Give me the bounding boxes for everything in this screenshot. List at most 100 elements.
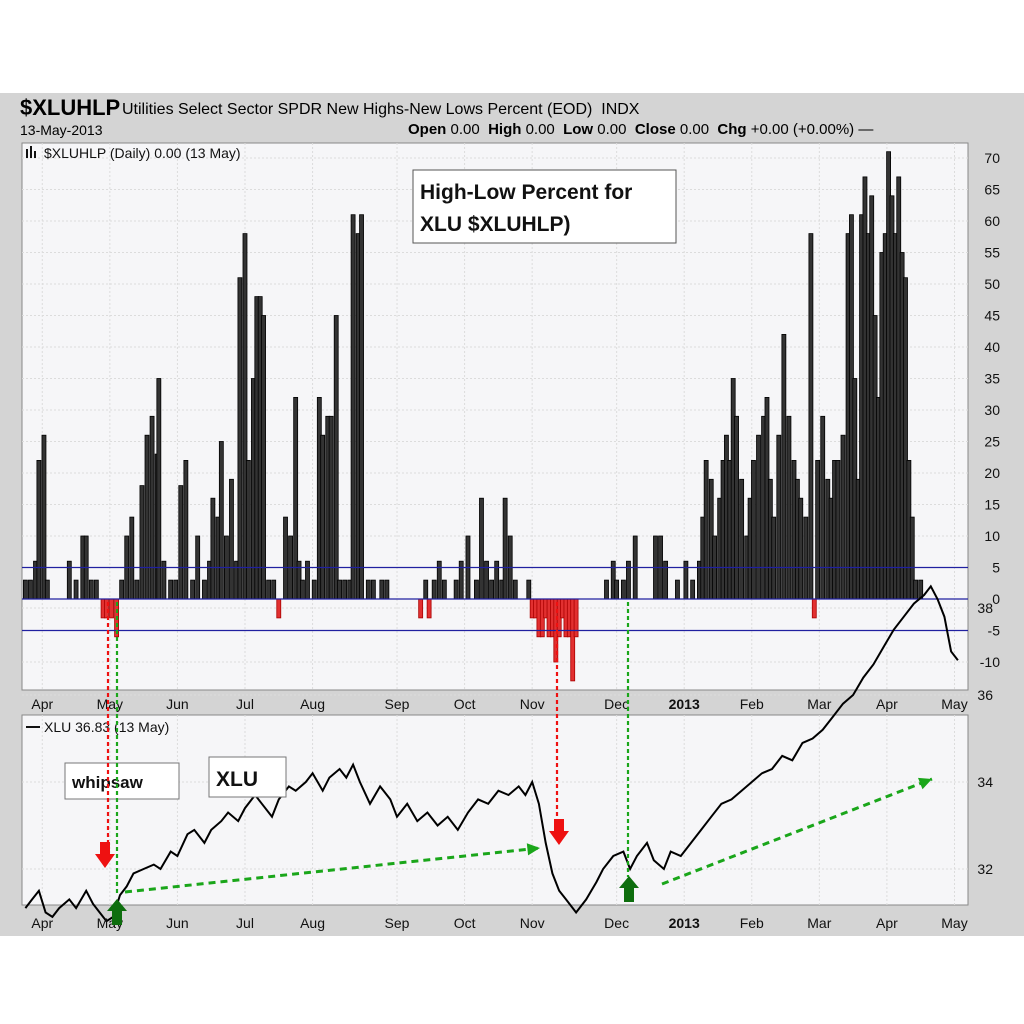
whipsaw-box bbox=[64, 762, 180, 800]
bar bbox=[183, 459, 189, 600]
bar bbox=[88, 579, 94, 600]
y-tick-label: 34 bbox=[977, 774, 993, 790]
axes: 7065605550454035302520151050-5-103836343… bbox=[31, 150, 1000, 931]
bar bbox=[734, 415, 739, 600]
x-tick-label: Sep bbox=[385, 915, 410, 931]
bar bbox=[365, 579, 371, 600]
bar bbox=[418, 598, 424, 619]
bar bbox=[811, 598, 817, 619]
bar bbox=[835, 459, 841, 600]
chart-date: 13-May-2013 bbox=[20, 122, 103, 138]
low-label: Low bbox=[563, 121, 594, 138]
y-tick-label: 60 bbox=[984, 213, 1000, 229]
bar bbox=[620, 579, 626, 600]
x-tick-label: Feb bbox=[740, 696, 764, 712]
bar bbox=[690, 579, 696, 600]
x-tick-label: Apr bbox=[876, 915, 898, 931]
bar bbox=[820, 415, 826, 600]
bar bbox=[776, 434, 782, 600]
green-up-arrow-icon bbox=[619, 876, 639, 902]
annotation-box bbox=[412, 169, 677, 244]
y-tick-label: -10 bbox=[980, 654, 1000, 670]
bar bbox=[526, 579, 532, 600]
price-line bbox=[24, 584, 959, 923]
bar bbox=[134, 579, 140, 600]
bar bbox=[512, 579, 518, 600]
y-tick-label: 32 bbox=[977, 861, 993, 877]
bar bbox=[379, 579, 385, 600]
bar bbox=[202, 579, 207, 600]
bar-chart-icon bbox=[26, 149, 28, 158]
y-tick-label: 65 bbox=[984, 182, 1000, 198]
x-tick-label: Aug bbox=[300, 915, 325, 931]
high-label: High bbox=[488, 121, 522, 138]
y-tick-label: 20 bbox=[984, 465, 1000, 481]
y-tick-label: 55 bbox=[984, 245, 1000, 261]
bar bbox=[144, 434, 150, 600]
bar bbox=[426, 598, 432, 619]
trend-arrow bbox=[661, 777, 933, 886]
bar bbox=[271, 579, 277, 600]
bar bbox=[28, 579, 33, 600]
annotations: $XLUHLP (Daily) 0.00 (13 May) XLU 36.83 (… bbox=[26, 145, 933, 925]
top-legend: $XLUHLP (Daily) 0.00 (13 May) bbox=[44, 145, 241, 161]
high-value: 0.00 bbox=[525, 121, 555, 138]
bar bbox=[109, 598, 114, 619]
bar bbox=[502, 497, 508, 600]
bar bbox=[22, 579, 28, 600]
bar bbox=[840, 434, 846, 600]
bottom-legend: XLU 36.83 (13 May) bbox=[44, 719, 169, 735]
bar bbox=[342, 579, 348, 600]
y-tick-label: 45 bbox=[984, 308, 1000, 324]
bar bbox=[73, 579, 79, 600]
bar bbox=[168, 579, 174, 600]
x-tick-label: Oct bbox=[454, 696, 476, 712]
x-tick-label: Jun bbox=[166, 915, 189, 931]
bar bbox=[604, 579, 609, 600]
red-down-arrow-icon bbox=[549, 819, 569, 845]
bar bbox=[41, 434, 47, 600]
bar bbox=[210, 497, 216, 600]
x-tick-label: Dec bbox=[604, 696, 629, 712]
bar bbox=[359, 214, 364, 600]
bar bbox=[311, 579, 317, 600]
bar bbox=[384, 579, 390, 600]
x-tick-label: Sep bbox=[385, 696, 410, 712]
trend-arrowhead bbox=[918, 777, 932, 790]
bar bbox=[675, 579, 680, 600]
reference-lines bbox=[22, 566, 968, 632]
bar bbox=[119, 579, 125, 600]
close-value: 0.00 bbox=[679, 121, 710, 138]
x-tick-label: 2013 bbox=[669, 696, 700, 712]
bar bbox=[771, 516, 777, 600]
bar bbox=[337, 579, 342, 600]
bar bbox=[370, 579, 376, 600]
whipsaw-label: whipsaw bbox=[71, 773, 144, 792]
bar bbox=[300, 579, 305, 600]
bar bbox=[431, 579, 437, 600]
bar bbox=[479, 497, 484, 600]
red-down-arrow-icon bbox=[95, 842, 115, 868]
bar bbox=[190, 579, 196, 600]
bar bbox=[237, 277, 243, 600]
bar bbox=[156, 378, 162, 600]
annotation-text: XLU $XLUHLP) bbox=[420, 213, 571, 236]
bar bbox=[453, 579, 459, 600]
y-tick-label: 35 bbox=[984, 371, 1000, 387]
y-tick-label: 50 bbox=[984, 276, 1000, 292]
y-tick-label: 25 bbox=[984, 434, 1000, 450]
bar bbox=[808, 233, 814, 600]
dash-icon: — bbox=[858, 121, 874, 138]
bar bbox=[333, 315, 339, 600]
x-tick-label: Jul bbox=[236, 915, 254, 931]
bar bbox=[703, 459, 709, 600]
y-tick-label: 70 bbox=[984, 150, 1000, 166]
bar bbox=[129, 516, 135, 600]
exchange-text: INDX bbox=[601, 101, 640, 118]
y-tick-label: 0 bbox=[992, 591, 1000, 607]
bar bbox=[474, 579, 479, 600]
y-tick-label: 30 bbox=[984, 402, 1000, 418]
bar-chart-icon bbox=[34, 151, 36, 158]
x-tick-label: Apr bbox=[876, 696, 898, 712]
